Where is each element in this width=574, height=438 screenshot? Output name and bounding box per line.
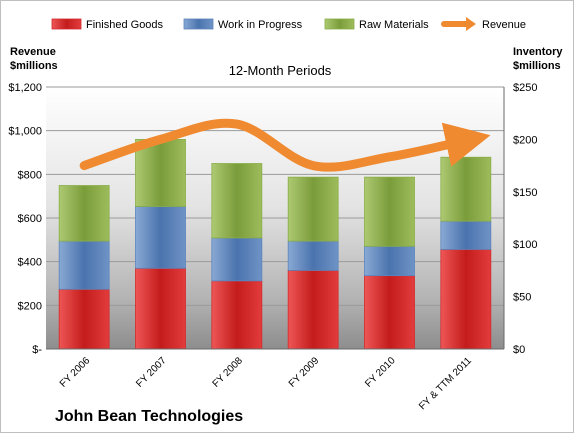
- legend-label-revenue: Revenue: [482, 19, 526, 31]
- bar-raw-materials: [440, 156, 492, 222]
- legend-swatch-raw-materials: [324, 18, 355, 30]
- bar-raw-materials: [364, 176, 415, 247]
- left-axis-label-line1: Revenue: [10, 46, 56, 58]
- legend-swatch-finished-goods: [51, 18, 82, 30]
- bar-finished-goods: [364, 275, 415, 350]
- bar-finished-goods: [287, 269, 339, 350]
- chart-title: 12-Month Periods: [229, 63, 332, 78]
- right-tick-label: $50: [513, 292, 531, 304]
- bar-raw-materials: [135, 138, 186, 207]
- bar-work-in-progress: [287, 240, 339, 271]
- legend-swatch-work-in-progress: [183, 18, 214, 30]
- bar-work-in-progress: [364, 245, 415, 277]
- right-tick-label: $0: [513, 344, 525, 356]
- bar-finished-goods: [58, 288, 110, 350]
- left-tick-label: $600: [18, 213, 42, 225]
- left-tick-label: $1,200: [8, 82, 42, 94]
- right-tick-label: $200: [513, 134, 537, 146]
- legend-arrow-revenue: [466, 17, 476, 31]
- bar-finished-goods: [440, 249, 492, 350]
- bar-work-in-progress: [135, 206, 186, 269]
- right-tick-label: $100: [513, 239, 537, 251]
- legend-label-raw-materials: Raw Materials: [359, 19, 429, 31]
- bar-raw-materials: [58, 185, 110, 242]
- left-tick-label: $800: [18, 169, 42, 181]
- company-name: John Bean Technologies: [55, 408, 243, 425]
- left-tick-label: $200: [18, 300, 42, 312]
- right-tick-label: $150: [513, 187, 537, 199]
- left-tick-label: $1,000: [8, 126, 42, 138]
- bar-work-in-progress: [440, 220, 492, 250]
- right-axis-label-line2: $millions: [513, 60, 561, 72]
- right-tick-label: $250: [513, 82, 537, 94]
- bar-finished-goods: [135, 267, 186, 350]
- bar-work-in-progress: [58, 240, 110, 290]
- left-tick-label: $-: [32, 344, 42, 356]
- left-tick-label: $400: [18, 257, 42, 269]
- bar-work-in-progress: [211, 237, 263, 282]
- revenue-line: [79, 118, 491, 172]
- right-axis-label-line1: Inventory: [513, 46, 563, 58]
- bar-finished-goods: [211, 280, 263, 350]
- legend-label-finished-goods: Finished Goods: [86, 19, 164, 31]
- legend-label-work-in-progress: Work in Progress: [218, 19, 303, 31]
- left-axis-label-line2: $millions: [10, 60, 58, 72]
- bar-raw-materials: [287, 176, 339, 242]
- bar-raw-materials: [211, 163, 263, 239]
